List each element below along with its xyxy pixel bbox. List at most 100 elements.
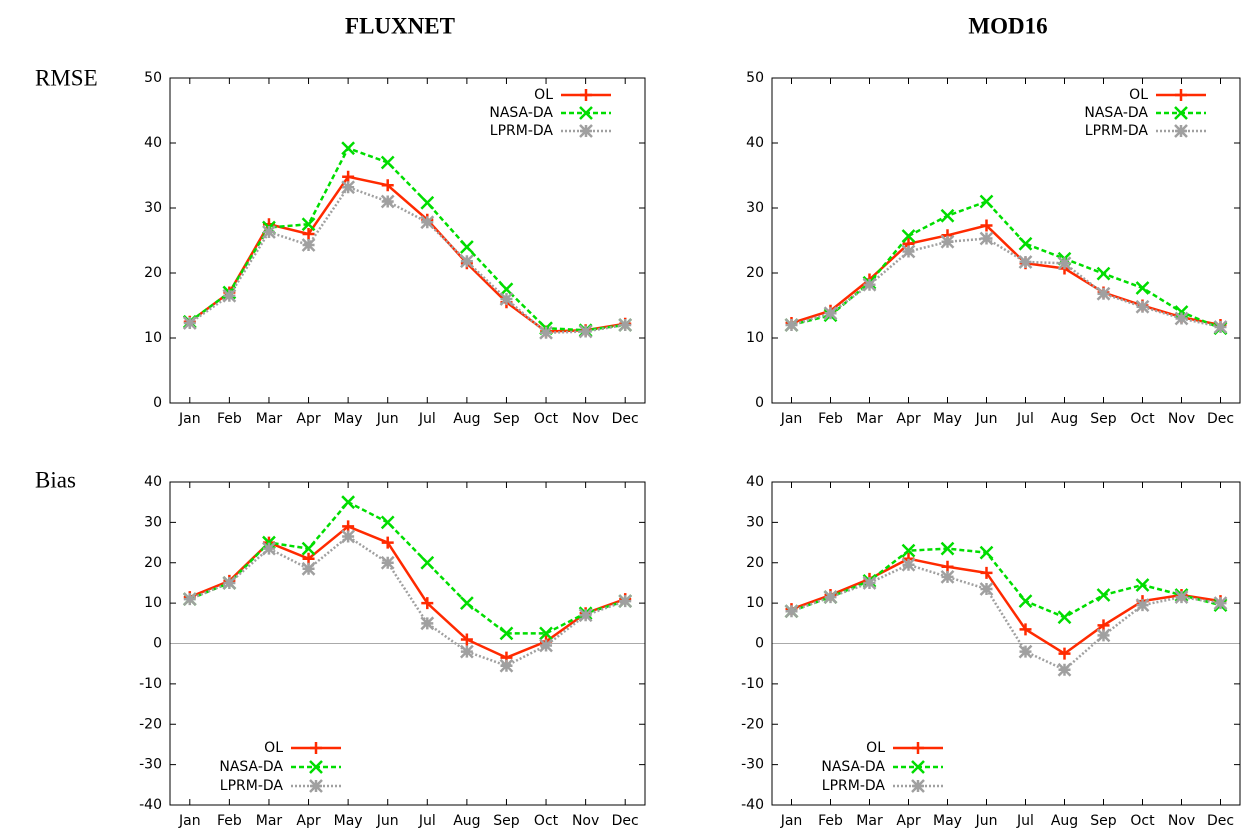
y-tick-label: 40 xyxy=(144,135,162,151)
data-point xyxy=(1096,286,1111,301)
x-tick-label: Jan xyxy=(780,813,803,829)
data-point xyxy=(301,561,316,576)
data-point xyxy=(380,515,395,530)
row-title: RMSE xyxy=(35,65,98,90)
y-tick-label: -40 xyxy=(741,797,764,813)
plot-frame xyxy=(169,77,646,404)
data-point xyxy=(1018,255,1033,269)
data-point xyxy=(980,566,993,579)
legend-marker xyxy=(309,779,323,793)
x-tick-label: Feb xyxy=(217,411,242,427)
data-point xyxy=(1096,588,1111,602)
x-tick-label: Aug xyxy=(453,813,480,829)
x-tick-label: Apr xyxy=(896,813,920,829)
x-tick-label: Mar xyxy=(856,411,883,427)
x-tick-label: Mar xyxy=(256,813,283,829)
y-tick-label: 0 xyxy=(153,395,162,411)
x-tick-label: Nov xyxy=(1168,411,1195,427)
data-point xyxy=(499,658,514,673)
legend-marker xyxy=(309,760,323,774)
data-point xyxy=(421,597,434,610)
series-line xyxy=(189,175,626,333)
plot-frame xyxy=(169,481,646,806)
data-point xyxy=(901,229,916,243)
x-tick-label: Nov xyxy=(572,813,599,829)
x-tick-label: Sep xyxy=(493,411,520,427)
x-tick-label: Jul xyxy=(1016,411,1034,427)
x-tick-label: Mar xyxy=(856,813,883,829)
data-point xyxy=(182,592,197,606)
y-tick-label: 40 xyxy=(746,474,764,490)
data-point xyxy=(459,254,474,269)
y-tick-label: 0 xyxy=(153,636,162,652)
data-point xyxy=(459,596,474,611)
data-point xyxy=(941,560,954,573)
legend-label: OL xyxy=(866,740,885,756)
data-point xyxy=(1057,256,1072,271)
series-line xyxy=(189,500,626,635)
data-point xyxy=(380,155,395,170)
y-tick-label: -20 xyxy=(741,716,764,732)
legend-marker xyxy=(580,89,592,101)
y-tick-label: 0 xyxy=(755,395,764,411)
series-line xyxy=(791,557,1221,656)
data-point xyxy=(618,318,633,332)
x-tick-label: Jan xyxy=(178,411,201,427)
data-point xyxy=(578,324,593,339)
x-tick-label: Jan xyxy=(178,813,201,829)
x-tick-label: Feb xyxy=(217,813,242,829)
y-tick-label: 20 xyxy=(144,265,162,281)
data-point xyxy=(381,179,394,192)
legend-marker xyxy=(1175,89,1187,101)
y-tick-label: 30 xyxy=(144,200,162,216)
x-tick-label: Apr xyxy=(296,411,320,427)
legend-label: OL xyxy=(1129,87,1148,103)
data-point xyxy=(342,170,355,183)
legend-label: NASA-DA xyxy=(1084,105,1148,121)
data-point xyxy=(940,541,955,556)
data-point xyxy=(302,228,315,240)
y-tick-label: 10 xyxy=(144,595,162,611)
legend-marker xyxy=(911,779,925,793)
x-tick-label: Apr xyxy=(896,411,920,427)
y-tick-label: 20 xyxy=(746,265,764,281)
data-point xyxy=(222,288,237,303)
data-point xyxy=(539,638,553,653)
x-tick-label: Jun xyxy=(975,411,998,427)
y-tick-label: -20 xyxy=(139,716,162,732)
x-tick-label: Oct xyxy=(534,411,559,427)
x-tick-label: Aug xyxy=(453,411,480,427)
data-point xyxy=(784,604,799,619)
x-tick-label: Feb xyxy=(818,411,843,427)
x-tick-label: May xyxy=(933,411,962,427)
legend-label: OL xyxy=(264,740,283,756)
data-point xyxy=(420,616,435,631)
data-point xyxy=(539,325,553,340)
data-point xyxy=(301,217,316,232)
y-tick-label: -10 xyxy=(741,676,764,692)
x-tick-label: Aug xyxy=(1051,813,1078,829)
data-point xyxy=(341,495,356,510)
legend-label: LPRM-DA xyxy=(490,123,554,139)
x-tick-label: Nov xyxy=(1168,813,1195,829)
data-point xyxy=(1096,266,1111,281)
data-point xyxy=(381,536,394,549)
legend-label: LPRM-DA xyxy=(822,778,886,794)
data-point xyxy=(420,195,435,210)
data-point xyxy=(380,555,395,570)
y-tick-label: -30 xyxy=(741,757,764,773)
data-point xyxy=(1174,590,1189,604)
data-point xyxy=(302,552,315,565)
data-point xyxy=(459,644,474,659)
data-point xyxy=(1213,320,1228,334)
legend-label: NASA-DA xyxy=(219,759,283,775)
x-tick-label: May xyxy=(334,813,363,829)
data-point xyxy=(784,318,799,332)
legend-marker xyxy=(911,760,925,774)
x-tick-label: Dec xyxy=(1207,411,1234,427)
y-tick-label: 30 xyxy=(144,514,162,530)
x-tick-label: Sep xyxy=(1090,813,1117,829)
x-tick-label: Apr xyxy=(296,813,320,829)
data-point xyxy=(1057,610,1072,625)
data-point xyxy=(460,633,473,646)
